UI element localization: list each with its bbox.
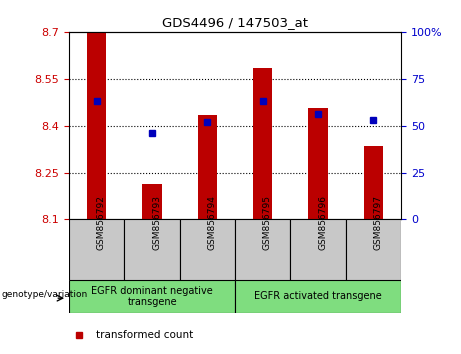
Title: GDS4496 / 147503_at: GDS4496 / 147503_at bbox=[162, 16, 308, 29]
Text: GSM856797: GSM856797 bbox=[373, 195, 383, 250]
Text: GSM856793: GSM856793 bbox=[152, 195, 161, 250]
Bar bbox=[364, 146, 383, 219]
Text: EGFR dominant negative
transgene: EGFR dominant negative transgene bbox=[91, 286, 213, 307]
Text: genotype/variation: genotype/variation bbox=[1, 290, 88, 299]
Bar bbox=[124, 219, 180, 280]
Bar bbox=[69, 280, 235, 313]
Bar bbox=[198, 115, 217, 219]
Text: GSM856794: GSM856794 bbox=[207, 195, 217, 250]
Bar bbox=[253, 68, 272, 219]
Bar bbox=[235, 219, 290, 280]
Text: EGFR activated transgene: EGFR activated transgene bbox=[254, 291, 382, 302]
Bar bbox=[308, 108, 328, 219]
Text: GSM856795: GSM856795 bbox=[263, 195, 272, 250]
Bar bbox=[87, 32, 106, 219]
Bar bbox=[142, 183, 162, 219]
Bar bbox=[290, 219, 346, 280]
Bar bbox=[235, 280, 401, 313]
Bar bbox=[346, 219, 401, 280]
Bar bbox=[180, 219, 235, 280]
Text: transformed count: transformed count bbox=[96, 330, 193, 340]
Text: GSM856792: GSM856792 bbox=[97, 195, 106, 250]
Text: GSM856796: GSM856796 bbox=[318, 195, 327, 250]
Bar bbox=[69, 219, 124, 280]
